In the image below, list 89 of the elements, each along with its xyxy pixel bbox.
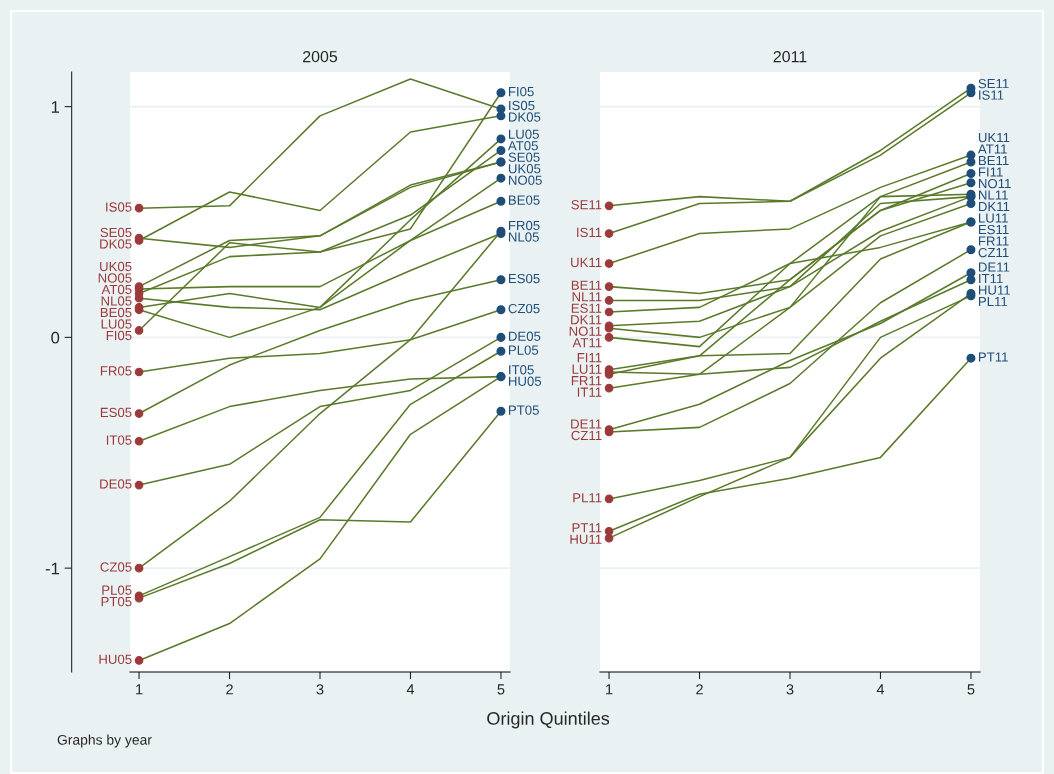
y-tick-label: 1: [51, 101, 60, 113]
series-label: NO11: [569, 326, 602, 336]
series-label: SE11: [978, 78, 1009, 89]
series-label: DE05: [100, 479, 132, 489]
text: IT05: [509, 365, 534, 375]
series-label: SE05: [508, 152, 540, 162]
y-tick-label: 0: [51, 331, 60, 344]
text: LU11: [978, 213, 1008, 223]
text: NL05: [508, 232, 539, 242]
series-label: FR11: [571, 376, 602, 386]
x-tick-label: 4: [406, 684, 415, 695]
x-axis-title: Origin Quintiles: [487, 711, 610, 729]
text: UK05: [100, 261, 132, 272]
text: BE11: [978, 156, 1009, 166]
series-label: DE11: [571, 419, 602, 429]
x-tick-label: 4: [876, 684, 885, 695]
series-label: PT05: [101, 596, 132, 607]
x-tick-label: 5: [967, 684, 975, 695]
x-tick-label: 1: [606, 684, 613, 695]
text: NO11: [978, 178, 1011, 189]
x-tick-label: 2: [696, 684, 703, 695]
text: HU11: [978, 285, 1011, 295]
series-label: AT05: [507, 141, 538, 151]
text: HU05: [508, 376, 542, 386]
series-label: LU05: [508, 129, 539, 139]
text: ES05: [508, 273, 540, 284]
x-tick-label: 5: [497, 684, 505, 695]
series-label: CZ05: [100, 562, 132, 572]
series-label: BE11: [571, 280, 602, 290]
text: PL05: [508, 345, 539, 355]
series-label: IT11: [577, 387, 602, 397]
text: Graphs by year: [57, 734, 152, 748]
chart-title: 2005: [303, 50, 338, 63]
text: DE05: [508, 331, 541, 341]
series-label: UK11: [571, 257, 602, 268]
text: IS11: [979, 90, 1004, 100]
text: DK05: [508, 112, 541, 122]
series-label: PT11: [572, 523, 602, 533]
series-label: HU05: [99, 654, 132, 664]
series-label: AT11: [572, 338, 602, 348]
series-label: IS11: [577, 227, 602, 238]
series-label: DK11: [571, 315, 602, 325]
series-label: IT05: [106, 435, 132, 445]
text: DE11: [978, 262, 1010, 272]
series-label: ES05: [100, 407, 132, 418]
text: LU05: [101, 319, 132, 329]
series-label: NL11: [572, 292, 602, 302]
text: AT05: [101, 284, 132, 295]
series-label: NO05: [508, 175, 542, 185]
text: SE05: [100, 227, 132, 238]
chart-title: 2011: [773, 50, 807, 63]
series-label: UK05: [508, 164, 541, 174]
x-tick-label: 3: [316, 684, 324, 695]
text: FR11: [978, 236, 1009, 246]
y-tick-label: -1: [45, 562, 60, 575]
series-label: IS05: [106, 202, 132, 212]
series-label: HU11: [570, 534, 602, 544]
text: AT11: [977, 144, 1007, 154]
text: CZ05: [508, 303, 540, 314]
x-tick-label: 1: [136, 684, 143, 695]
series-label: FI11: [978, 167, 1003, 177]
series-label: FR05: [100, 366, 132, 376]
text: ES11: [978, 224, 1009, 235]
text: BE05: [508, 195, 540, 205]
x-tick-label: 3: [786, 684, 794, 695]
series-label: BE05: [100, 307, 132, 318]
text: CZ11: [978, 247, 1009, 258]
series-label: DK05: [100, 239, 132, 249]
text: PT11: [978, 352, 1008, 362]
text: IT11: [979, 274, 1003, 284]
text: DK11: [978, 202, 1010, 212]
text: PL11: [978, 297, 1008, 307]
text: NL11: [978, 190, 1008, 200]
text: IS05: [509, 100, 535, 111]
series-label: CZ11: [571, 430, 602, 441]
x-tick-label: 2: [226, 684, 233, 695]
text: UK11: [978, 133, 1010, 143]
text: FR05: [508, 220, 540, 231]
text: FI11: [577, 353, 602, 363]
text: FI05: [508, 86, 534, 97]
text: SE11: [571, 200, 602, 210]
series-label: ES11: [571, 303, 602, 313]
series-label: PL05: [102, 585, 132, 595]
series-label: LU11: [572, 364, 602, 374]
series-label: NL05: [101, 296, 132, 306]
series-label: FI05: [106, 330, 132, 341]
text: NO05: [98, 273, 132, 283]
text: PT05: [508, 405, 539, 415]
series-label: PL11: [573, 493, 602, 503]
